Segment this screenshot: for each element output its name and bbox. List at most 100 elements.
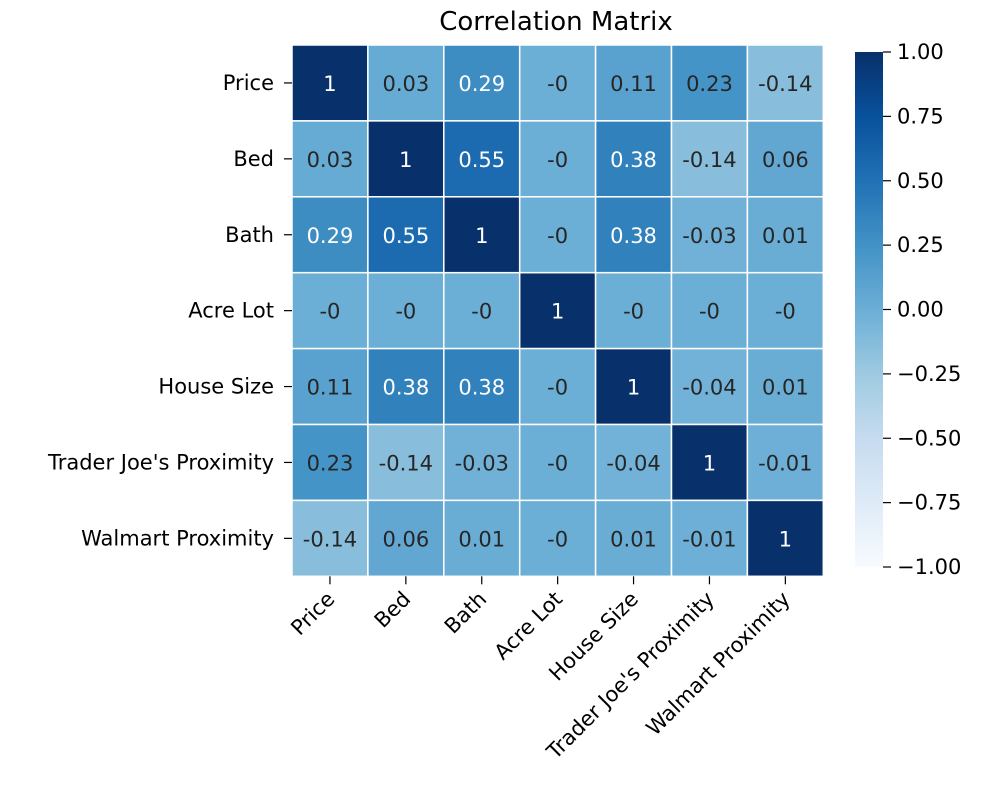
cell-value-label: -0 <box>775 300 796 324</box>
heatmap-cell <box>746 499 825 578</box>
y-tick-label: Bed <box>233 147 274 171</box>
heatmap-cell <box>670 44 749 122</box>
cell-value-label: -0.01 <box>758 451 812 475</box>
y-axis: Price Bed Bath Acre Lot House Size Trader Joe… <box>47 71 292 550</box>
colorbar-tick-label: 0.25 <box>897 233 944 257</box>
cell-value-label: 0.23 <box>307 451 354 475</box>
colorbar-tick-label: −1.00 <box>897 555 961 579</box>
cell-value-label: 0.03 <box>307 148 354 172</box>
heatmap-cell <box>746 271 825 350</box>
cell-value-label: 0.03 <box>382 72 429 96</box>
x-tick-label: Walmart Proximity <box>642 587 795 740</box>
cell-value-label: -0 <box>623 300 644 324</box>
x-tick-label: Acre Lot <box>490 587 568 665</box>
heatmap-cells <box>291 44 825 578</box>
heatmap-cell <box>291 347 369 426</box>
heatmap-cell <box>291 423 369 502</box>
cell-value-label: 0.38 <box>610 224 657 248</box>
heatmap-cell <box>746 120 825 198</box>
heatmap-cell <box>594 196 673 274</box>
heatmap-cell <box>746 196 825 274</box>
heatmap-cell <box>443 44 521 122</box>
cell-value-label: -0 <box>547 72 568 96</box>
cell-value-label: -0 <box>547 224 568 248</box>
colorbar-tick-label: 1.00 <box>897 40 944 64</box>
cell-value-label: 1 <box>323 72 336 96</box>
x-tick-label: Price <box>286 587 339 640</box>
cell-value-label: 0.29 <box>458 72 505 96</box>
heatmap-cell <box>594 120 673 198</box>
cell-value-label: 0.29 <box>307 224 354 248</box>
cell-value-label: 1 <box>475 224 488 248</box>
x-tick-label: Bath <box>440 587 491 638</box>
heatmap-cell <box>746 423 825 502</box>
heatmap-cell <box>518 499 597 578</box>
chart-title: Correlation Matrix <box>439 7 673 37</box>
cell-value-label: -0 <box>471 300 492 324</box>
cell-value-label: 1 <box>779 527 792 551</box>
heatmap-cell <box>518 196 597 274</box>
colorbar-tick-label: −0.50 <box>897 426 961 450</box>
heatmap-cell <box>367 423 445 502</box>
cell-value-label: 0.55 <box>458 148 505 172</box>
cell-value-label: -0 <box>547 451 568 475</box>
cell-value-label: -0.03 <box>682 224 736 248</box>
colorbar-gradient <box>855 52 883 567</box>
cell-value-label: 0.01 <box>610 527 657 551</box>
heatmap-cell <box>518 423 597 502</box>
cell-value-label: 0.11 <box>307 376 354 400</box>
cell-value-label: -0.14 <box>303 527 357 551</box>
heatmap-cell <box>367 44 445 122</box>
y-tick-label: Acre Lot <box>188 299 274 323</box>
colorbar-tick-label: 0.75 <box>897 104 944 128</box>
heatmap-cell <box>367 196 445 274</box>
cell-value-label: 1 <box>627 376 640 400</box>
cell-value-label: 0.06 <box>762 148 809 172</box>
cell-value-label: 0.23 <box>686 72 733 96</box>
cell-value-label: 0.01 <box>458 527 505 551</box>
cell-value-label: 0.11 <box>610 72 657 96</box>
heatmap-cell <box>367 271 445 350</box>
cell-value-label: 0.38 <box>458 376 505 400</box>
cell-value-label: -0.14 <box>758 72 812 96</box>
heatmap-cell <box>443 347 521 426</box>
heatmap-cell <box>443 196 521 274</box>
cell-value-label: 1 <box>399 148 412 172</box>
y-tick-label: House Size <box>158 375 274 399</box>
heatmap-cell <box>291 44 369 122</box>
cell-value-label: 1 <box>703 451 716 475</box>
cell-value-label: 0.06 <box>382 527 429 551</box>
cell-value-label: -0 <box>395 300 416 324</box>
colorbar-tick-label: −0.25 <box>897 362 961 386</box>
heatmap-cell <box>670 271 749 350</box>
y-tick-label: Bath <box>225 223 274 247</box>
cell-value-label: -0.03 <box>455 451 509 475</box>
cell-value-label: -0.14 <box>379 451 433 475</box>
y-tick-label: Walmart Proximity <box>81 526 274 550</box>
cell-value-label: 0.38 <box>610 148 657 172</box>
y-tick-label: Price <box>223 71 274 95</box>
cell-value-label: 0.55 <box>382 224 429 248</box>
cell-value-label: 1 <box>551 300 564 324</box>
cell-value-label: -0 <box>547 527 568 551</box>
cell-value-label: 0.38 <box>382 376 429 400</box>
cell-value-label: -0 <box>547 148 568 172</box>
cell-value-label: -0.04 <box>606 451 660 475</box>
cell-value-label: -0.04 <box>682 376 736 400</box>
colorbar-tick-label: −0.75 <box>897 491 961 515</box>
heatmap-cell <box>670 196 749 274</box>
colorbar-tick-label: 0.50 <box>897 169 944 193</box>
heatmap-cell-labels: 1 0.03 0.29 -0 0.11 0.23 -0.14 0.03 1 0.55 -0 0.38 -… <box>303 72 813 551</box>
cell-value-label: 0.01 <box>762 224 809 248</box>
cell-value-label: -0 <box>319 300 340 324</box>
y-tick-label: Trader Joe's Proximity <box>47 450 274 474</box>
colorbar-tick-label: 0.00 <box>897 298 944 322</box>
colorbar: 1.00 0.75 0.50 0.25 0.00 −0.25 −0.50 −0.75 −1.00 <box>855 40 961 579</box>
heatmap-cell <box>670 499 749 578</box>
heatmap-cell <box>594 499 673 578</box>
heatmap-cell <box>594 423 673 502</box>
heatmap-cell <box>443 120 521 198</box>
cell-value-label: -0 <box>699 300 720 324</box>
